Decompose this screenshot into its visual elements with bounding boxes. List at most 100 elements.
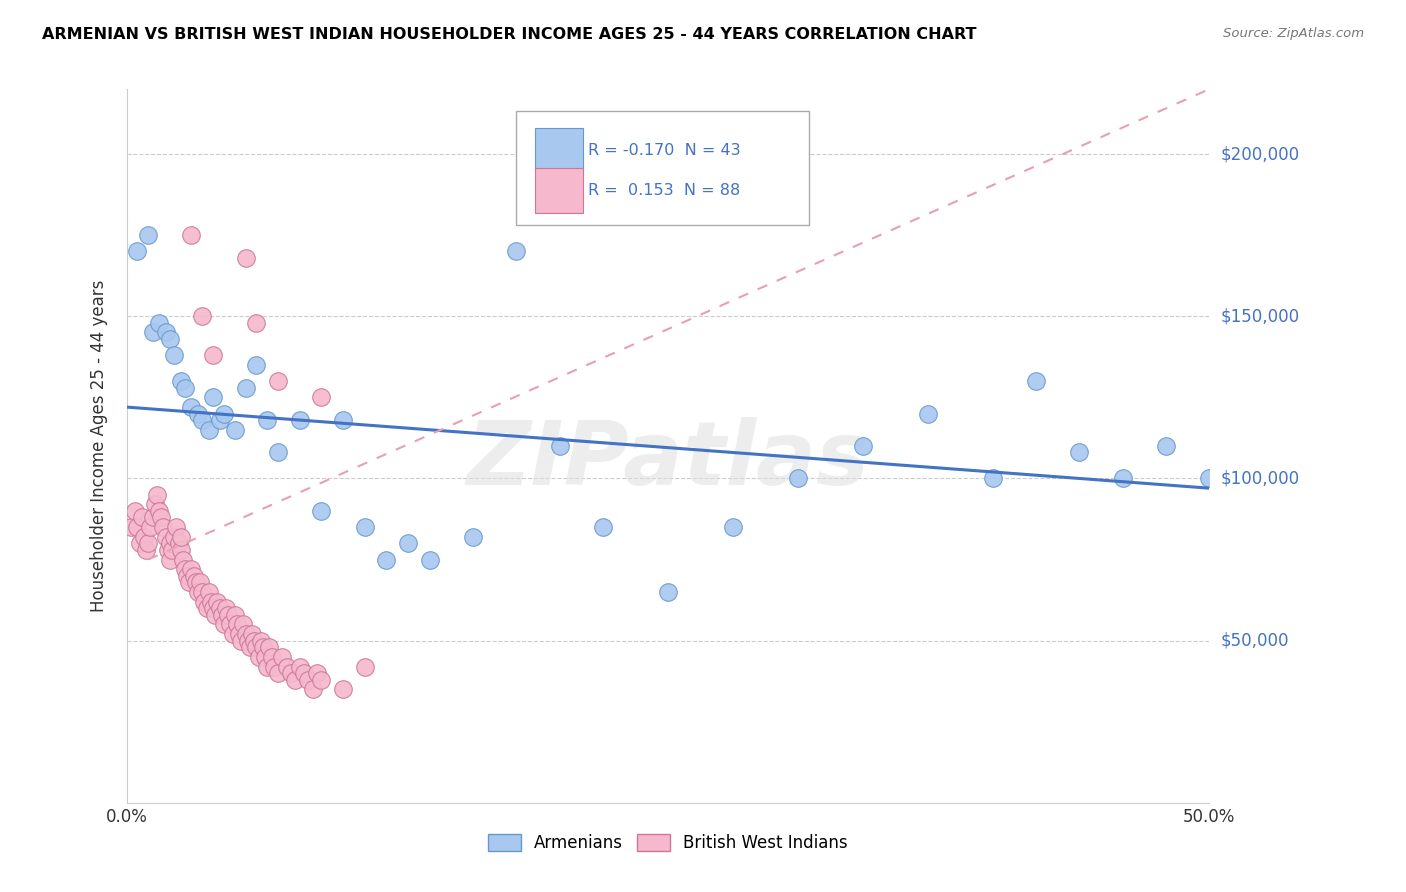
Point (311, 673, 333, 687)
Point (217, 607, 239, 622)
Point (169, 542, 191, 557)
Point (235, 627, 257, 641)
Point (159, 552, 181, 566)
Point (236, 633, 259, 648)
Point (219, 617, 242, 632)
Point (156, 542, 179, 557)
Point (174, 381, 197, 395)
Point (235, 251, 257, 265)
Point (180, 228, 202, 243)
Point (267, 666, 290, 681)
Point (160, 542, 183, 557)
Point (169, 374, 191, 388)
Point (292, 666, 315, 681)
Point (215, 601, 238, 615)
Text: R = -0.170  N = 43: R = -0.170 N = 43 (588, 143, 741, 158)
Point (353, 659, 375, 673)
Text: $50,000: $50,000 (1220, 632, 1289, 649)
Point (1111, 471, 1133, 485)
Point (235, 381, 257, 395)
Point (202, 348, 225, 362)
Point (301, 682, 323, 697)
Text: $150,000: $150,000 (1220, 307, 1299, 326)
Point (297, 673, 319, 687)
Point (284, 673, 307, 687)
Point (163, 348, 186, 362)
Point (252, 640, 274, 654)
Point (245, 358, 267, 372)
Point (307, 666, 329, 681)
Point (254, 649, 277, 664)
Point (245, 640, 267, 654)
Point (221, 627, 243, 641)
Point (193, 595, 215, 609)
Point (198, 585, 221, 599)
Point (187, 407, 209, 421)
Point (212, 617, 235, 632)
Point (721, 520, 744, 534)
Point (141, 326, 163, 340)
Point (187, 585, 209, 599)
Point (208, 601, 231, 615)
Point (396, 536, 419, 550)
Point (245, 316, 267, 330)
Point (188, 575, 211, 590)
Point (461, 530, 484, 544)
Point (139, 520, 162, 534)
Point (256, 659, 278, 673)
Point (136, 228, 159, 243)
Point (548, 439, 571, 453)
Text: ZIPatlas: ZIPatlas (467, 417, 869, 504)
Point (247, 649, 270, 664)
Point (200, 595, 222, 609)
Point (180, 562, 202, 576)
Point (143, 497, 166, 511)
Point (280, 666, 302, 681)
Point (505, 244, 527, 259)
Point (127, 244, 149, 259)
Point (212, 407, 235, 421)
Point (419, 552, 441, 566)
Point (249, 633, 271, 648)
Point (150, 510, 173, 524)
Point (786, 471, 808, 485)
Point (159, 332, 181, 346)
Point (259, 640, 281, 654)
FancyBboxPatch shape (534, 169, 583, 212)
Point (128, 536, 150, 550)
Point (211, 607, 233, 622)
FancyBboxPatch shape (516, 111, 808, 225)
Text: $200,000: $200,000 (1220, 145, 1299, 163)
Point (311, 504, 333, 518)
Point (169, 530, 191, 544)
Point (263, 659, 285, 673)
Point (311, 390, 333, 404)
Point (375, 552, 398, 566)
Text: ARMENIAN VS BRITISH WEST INDIAN HOUSEHOLDER INCOME AGES 25 - 44 YEARS CORRELATIO: ARMENIAN VS BRITISH WEST INDIAN HOUSEHOL… (42, 27, 977, 42)
Point (228, 627, 250, 641)
Point (231, 633, 253, 648)
Point (132, 530, 155, 544)
Point (159, 536, 181, 550)
Point (353, 520, 375, 534)
Point (288, 659, 311, 673)
Text: $100,000: $100,000 (1220, 469, 1299, 487)
Point (332, 413, 354, 427)
Point (243, 633, 266, 648)
Point (852, 439, 875, 453)
Point (239, 640, 262, 654)
Point (276, 659, 298, 673)
Point (136, 536, 159, 550)
Point (148, 504, 170, 518)
Point (657, 585, 679, 599)
Point (288, 413, 311, 427)
Point (165, 520, 187, 534)
Point (176, 568, 198, 582)
Point (155, 530, 177, 544)
Point (207, 595, 229, 609)
Point (155, 326, 177, 340)
Point (240, 627, 263, 641)
Point (141, 510, 163, 524)
Y-axis label: Householder Income Ages 25 - 44 years: Householder Income Ages 25 - 44 years (90, 280, 108, 612)
Point (1198, 471, 1220, 485)
